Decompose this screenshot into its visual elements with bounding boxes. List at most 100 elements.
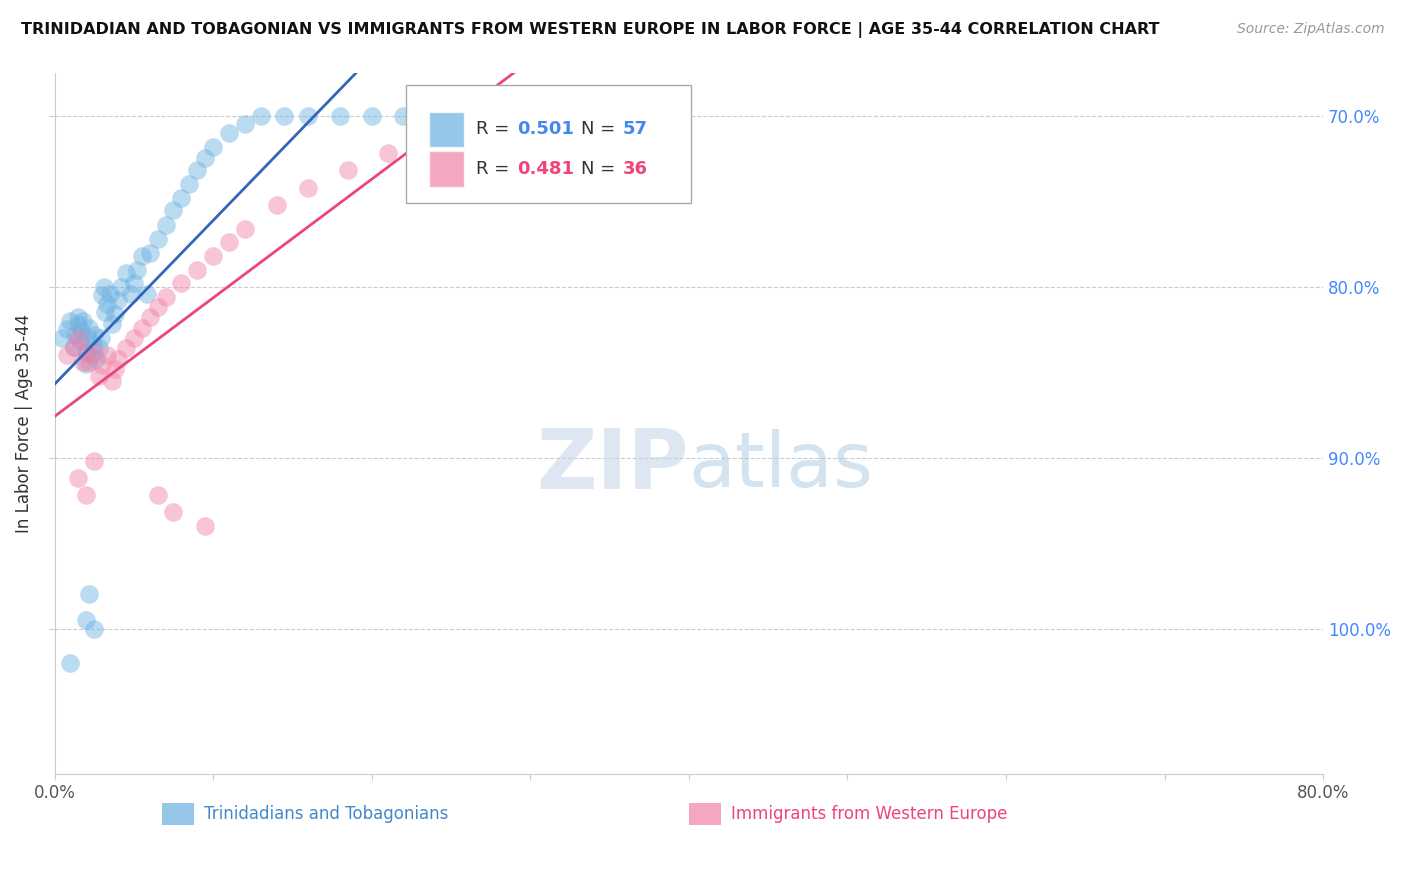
Point xyxy=(138,245,160,260)
Point xyxy=(59,314,82,328)
Text: 36: 36 xyxy=(623,160,648,178)
Point xyxy=(100,318,122,332)
Text: R =: R = xyxy=(475,120,515,138)
Point xyxy=(266,197,288,211)
Point xyxy=(179,177,201,191)
Point xyxy=(170,191,193,205)
Point xyxy=(146,232,169,246)
Text: N =: N = xyxy=(581,120,621,138)
Point xyxy=(93,279,115,293)
Point xyxy=(82,338,104,352)
Point xyxy=(249,109,271,123)
Point xyxy=(104,307,127,321)
Point xyxy=(94,305,117,319)
Text: TRINIDADIAN AND TOBAGONIAN VS IMMIGRANTS FROM WESTERN EUROPE IN LABOR FORCE | AG: TRINIDADIAN AND TOBAGONIAN VS IMMIGRANTS… xyxy=(21,22,1160,38)
Point xyxy=(72,314,94,328)
Point xyxy=(104,361,127,376)
Point xyxy=(69,334,91,349)
Point xyxy=(96,297,118,311)
Point xyxy=(423,109,446,123)
Text: 0.501: 0.501 xyxy=(517,120,575,138)
Point xyxy=(59,656,82,670)
Point xyxy=(471,112,494,127)
Point xyxy=(62,340,84,354)
Point xyxy=(83,344,105,359)
Point xyxy=(233,221,256,235)
Point xyxy=(63,327,86,342)
Point xyxy=(115,266,138,280)
Point xyxy=(96,348,118,362)
FancyBboxPatch shape xyxy=(406,85,692,202)
Text: atlas: atlas xyxy=(689,428,873,502)
Point xyxy=(56,322,79,336)
Point xyxy=(83,454,105,468)
Point xyxy=(202,249,225,263)
Point xyxy=(87,368,110,383)
Point xyxy=(131,249,153,263)
Point xyxy=(83,327,105,342)
Point xyxy=(162,202,184,217)
Point xyxy=(194,152,217,166)
Text: R =: R = xyxy=(475,160,515,178)
FancyBboxPatch shape xyxy=(429,152,464,186)
Point xyxy=(56,348,79,362)
Text: Trinidadians and Tobagonians: Trinidadians and Tobagonians xyxy=(204,805,449,823)
Point xyxy=(186,262,208,277)
Point xyxy=(146,300,169,314)
Point xyxy=(392,109,415,123)
Point xyxy=(70,324,93,338)
Point xyxy=(79,587,101,601)
Point xyxy=(107,293,129,308)
Point xyxy=(67,318,90,332)
Point xyxy=(84,351,107,366)
Point xyxy=(135,286,157,301)
Point xyxy=(75,488,97,502)
Point xyxy=(87,341,110,355)
Point xyxy=(170,277,193,291)
Point xyxy=(75,344,97,359)
Point xyxy=(146,488,169,502)
Point xyxy=(115,341,138,355)
Point xyxy=(218,235,240,250)
Point xyxy=(67,471,90,485)
Point xyxy=(336,163,359,178)
Point xyxy=(202,139,225,153)
Text: 57: 57 xyxy=(623,120,648,138)
Point xyxy=(100,374,122,388)
Point xyxy=(72,355,94,369)
Point xyxy=(273,109,295,123)
Point xyxy=(233,117,256,131)
Point xyxy=(194,519,217,533)
Point xyxy=(91,359,114,373)
Point xyxy=(120,286,142,301)
Text: 0.481: 0.481 xyxy=(517,160,575,178)
FancyBboxPatch shape xyxy=(689,804,720,824)
Point xyxy=(186,163,208,178)
Point xyxy=(79,355,101,369)
Point xyxy=(62,340,84,354)
Point xyxy=(155,290,177,304)
Point xyxy=(162,505,184,519)
Point xyxy=(67,331,90,345)
Text: Immigrants from Western Europe: Immigrants from Western Europe xyxy=(731,805,1007,823)
Point xyxy=(79,320,101,334)
Point xyxy=(110,279,132,293)
Point xyxy=(155,218,177,232)
Text: ZIP: ZIP xyxy=(536,425,689,506)
Point xyxy=(297,109,319,123)
Point xyxy=(107,351,129,366)
Point xyxy=(122,331,145,345)
Text: N =: N = xyxy=(581,160,621,178)
Point xyxy=(360,109,382,123)
Point xyxy=(91,288,114,302)
Point xyxy=(125,262,148,277)
Point xyxy=(83,622,105,636)
Y-axis label: In Labor Force | Age 35-44: In Labor Force | Age 35-44 xyxy=(15,314,32,533)
Point xyxy=(329,109,352,123)
Point xyxy=(76,331,98,345)
Point xyxy=(75,613,97,627)
Point xyxy=(131,320,153,334)
Point xyxy=(377,146,399,161)
Point xyxy=(423,129,446,144)
Point xyxy=(89,331,111,345)
